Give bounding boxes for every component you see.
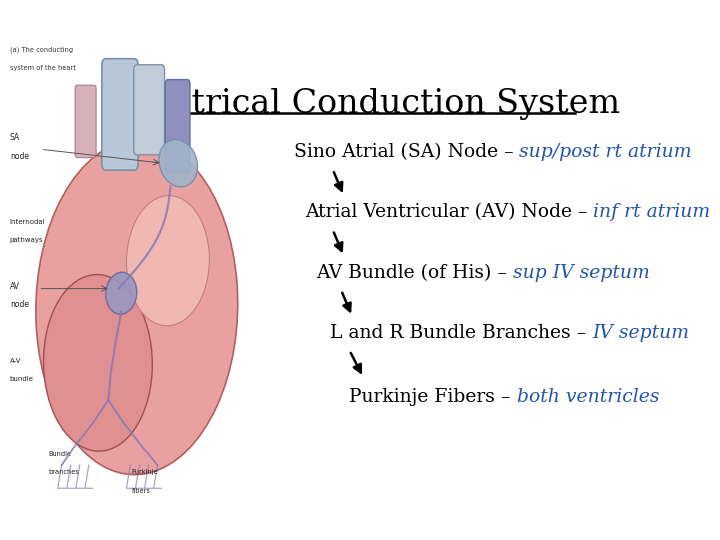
Text: AV Bundle (of His) –: AV Bundle (of His) –: [316, 264, 513, 282]
Ellipse shape: [159, 139, 197, 187]
Text: bundle: bundle: [10, 376, 34, 382]
Ellipse shape: [106, 272, 137, 314]
Text: Purkinje: Purkinje: [132, 469, 158, 475]
Text: Atrial Ventricular (AV) Node –: Atrial Ventricular (AV) Node –: [305, 204, 593, 221]
Text: IV septum: IV septum: [592, 324, 689, 342]
Text: L and R Bundle Branches –: L and R Bundle Branches –: [330, 324, 592, 342]
Text: A-V: A-V: [10, 358, 22, 364]
Text: inf rt atrium: inf rt atrium: [593, 204, 711, 221]
FancyBboxPatch shape: [75, 85, 96, 158]
Text: Internodal: Internodal: [10, 219, 45, 225]
Ellipse shape: [127, 195, 210, 326]
Text: sup/post rt atrium: sup/post rt atrium: [519, 143, 692, 161]
Text: sup IV septum: sup IV septum: [513, 264, 649, 282]
Ellipse shape: [43, 274, 153, 451]
Text: fibers: fibers: [132, 488, 150, 494]
Text: Sino Atrial (SA) Node –: Sino Atrial (SA) Node –: [294, 143, 519, 161]
Text: Purkinje Fibers –: Purkinje Fibers –: [349, 388, 517, 407]
Text: Bundle: Bundle: [49, 451, 72, 457]
Text: AV: AV: [10, 281, 19, 291]
Text: node: node: [10, 152, 29, 160]
FancyBboxPatch shape: [102, 59, 138, 170]
Text: branches: branches: [49, 469, 79, 475]
Text: Electrical Conduction System: Electrical Conduction System: [118, 87, 620, 120]
Ellipse shape: [36, 140, 238, 475]
FancyBboxPatch shape: [134, 65, 165, 155]
Text: node: node: [10, 300, 29, 309]
Text: SA: SA: [10, 133, 20, 142]
Text: pathways: pathways: [10, 237, 43, 243]
Text: system of the heart: system of the heart: [10, 65, 76, 71]
FancyBboxPatch shape: [166, 79, 190, 172]
Text: (a) The conducting: (a) The conducting: [10, 47, 73, 53]
Text: both ventricles: both ventricles: [517, 388, 660, 407]
